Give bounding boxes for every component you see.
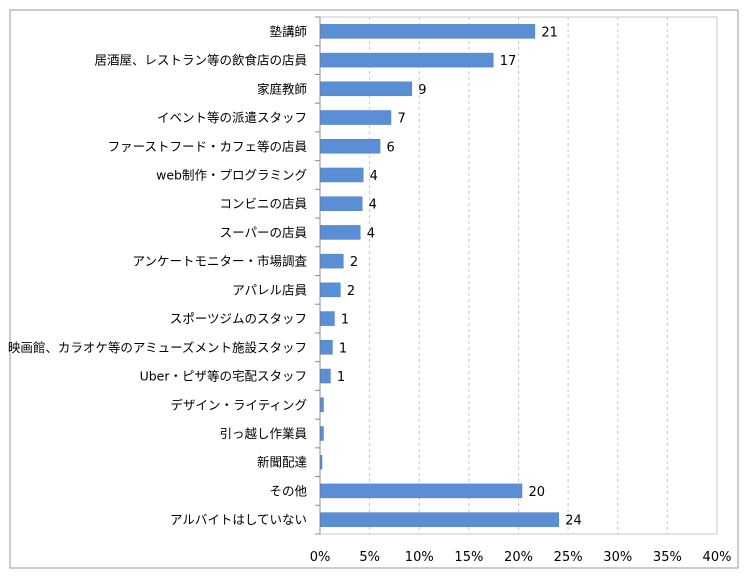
- bar: [320, 81, 413, 97]
- data-label: 2: [347, 284, 355, 299]
- data-label: 20: [528, 485, 545, 500]
- bar: [320, 426, 324, 441]
- category-label: 引っ越し作業員: [219, 426, 307, 441]
- bar: [320, 24, 536, 39]
- category-label: アルバイトはしていない: [170, 512, 307, 527]
- category-label: 家庭教師: [257, 81, 307, 96]
- bar: [320, 196, 363, 211]
- category-label: スーパーの店員: [220, 225, 308, 240]
- category-label: 塾講師: [269, 24, 307, 39]
- data-label: 7: [397, 112, 405, 127]
- x-tick-label: 25%: [554, 550, 583, 565]
- x-tick-label: 35%: [653, 550, 682, 565]
- bar: [320, 282, 341, 298]
- bar: [320, 340, 333, 355]
- x-tick-label: 30%: [603, 550, 632, 565]
- bar: [320, 397, 324, 412]
- data-label: 6: [387, 140, 395, 155]
- x-tick-label: 40%: [703, 550, 732, 565]
- category-label: イベント等の派遣スタッフ: [157, 110, 307, 125]
- data-label: 2: [350, 255, 358, 270]
- category-label: スポーツジムのスタッフ: [170, 311, 307, 326]
- x-tick-label: 15%: [454, 550, 483, 565]
- data-label: 1: [337, 370, 345, 385]
- bar: [320, 253, 344, 269]
- category-label: 居酒屋、レストラン等の飲食店の店員: [94, 53, 307, 68]
- category-label: web制作・プログラミング: [156, 167, 307, 182]
- bar: [320, 368, 331, 384]
- category-label: アンケートモニター・市場調査: [132, 254, 307, 269]
- bar: [320, 512, 559, 527]
- bar: [320, 225, 361, 240]
- category-label: Uber・ピザ等の宅配スタッフ: [140, 369, 307, 384]
- data-label: 21: [541, 25, 558, 40]
- bar: [320, 52, 494, 68]
- data-label: 17: [500, 54, 517, 69]
- x-tick-label: 10%: [405, 550, 434, 565]
- x-tick-label: 20%: [504, 550, 533, 565]
- category-label: その他: [269, 483, 307, 498]
- x-tick-label: 5%: [359, 550, 380, 565]
- x-tick-label: 0%: [310, 550, 331, 565]
- bar: [320, 483, 523, 499]
- bar: [320, 110, 392, 125]
- category-label: コンビニの店員: [219, 196, 307, 211]
- bar: [320, 454, 323, 470]
- data-label: 1: [339, 341, 347, 356]
- data-label: 24: [565, 514, 582, 529]
- category-label: 新聞配達: [257, 455, 308, 470]
- category-label: ファーストフード・カフェ等の店員: [108, 139, 308, 154]
- category-label: デザイン・ライティング: [170, 397, 307, 412]
- data-label: 4: [370, 169, 378, 184]
- data-label: 4: [369, 198, 377, 213]
- bar: [320, 167, 364, 183]
- data-label: 9: [418, 83, 426, 98]
- category-label: アパレル店員: [232, 282, 307, 297]
- data-label: 4: [367, 226, 375, 241]
- category-label: 映画館、カラオケ等のアミューズメント施設スタッフ: [8, 340, 307, 355]
- bar: [320, 139, 381, 154]
- bar: [320, 311, 335, 326]
- data-label: 1: [341, 313, 349, 328]
